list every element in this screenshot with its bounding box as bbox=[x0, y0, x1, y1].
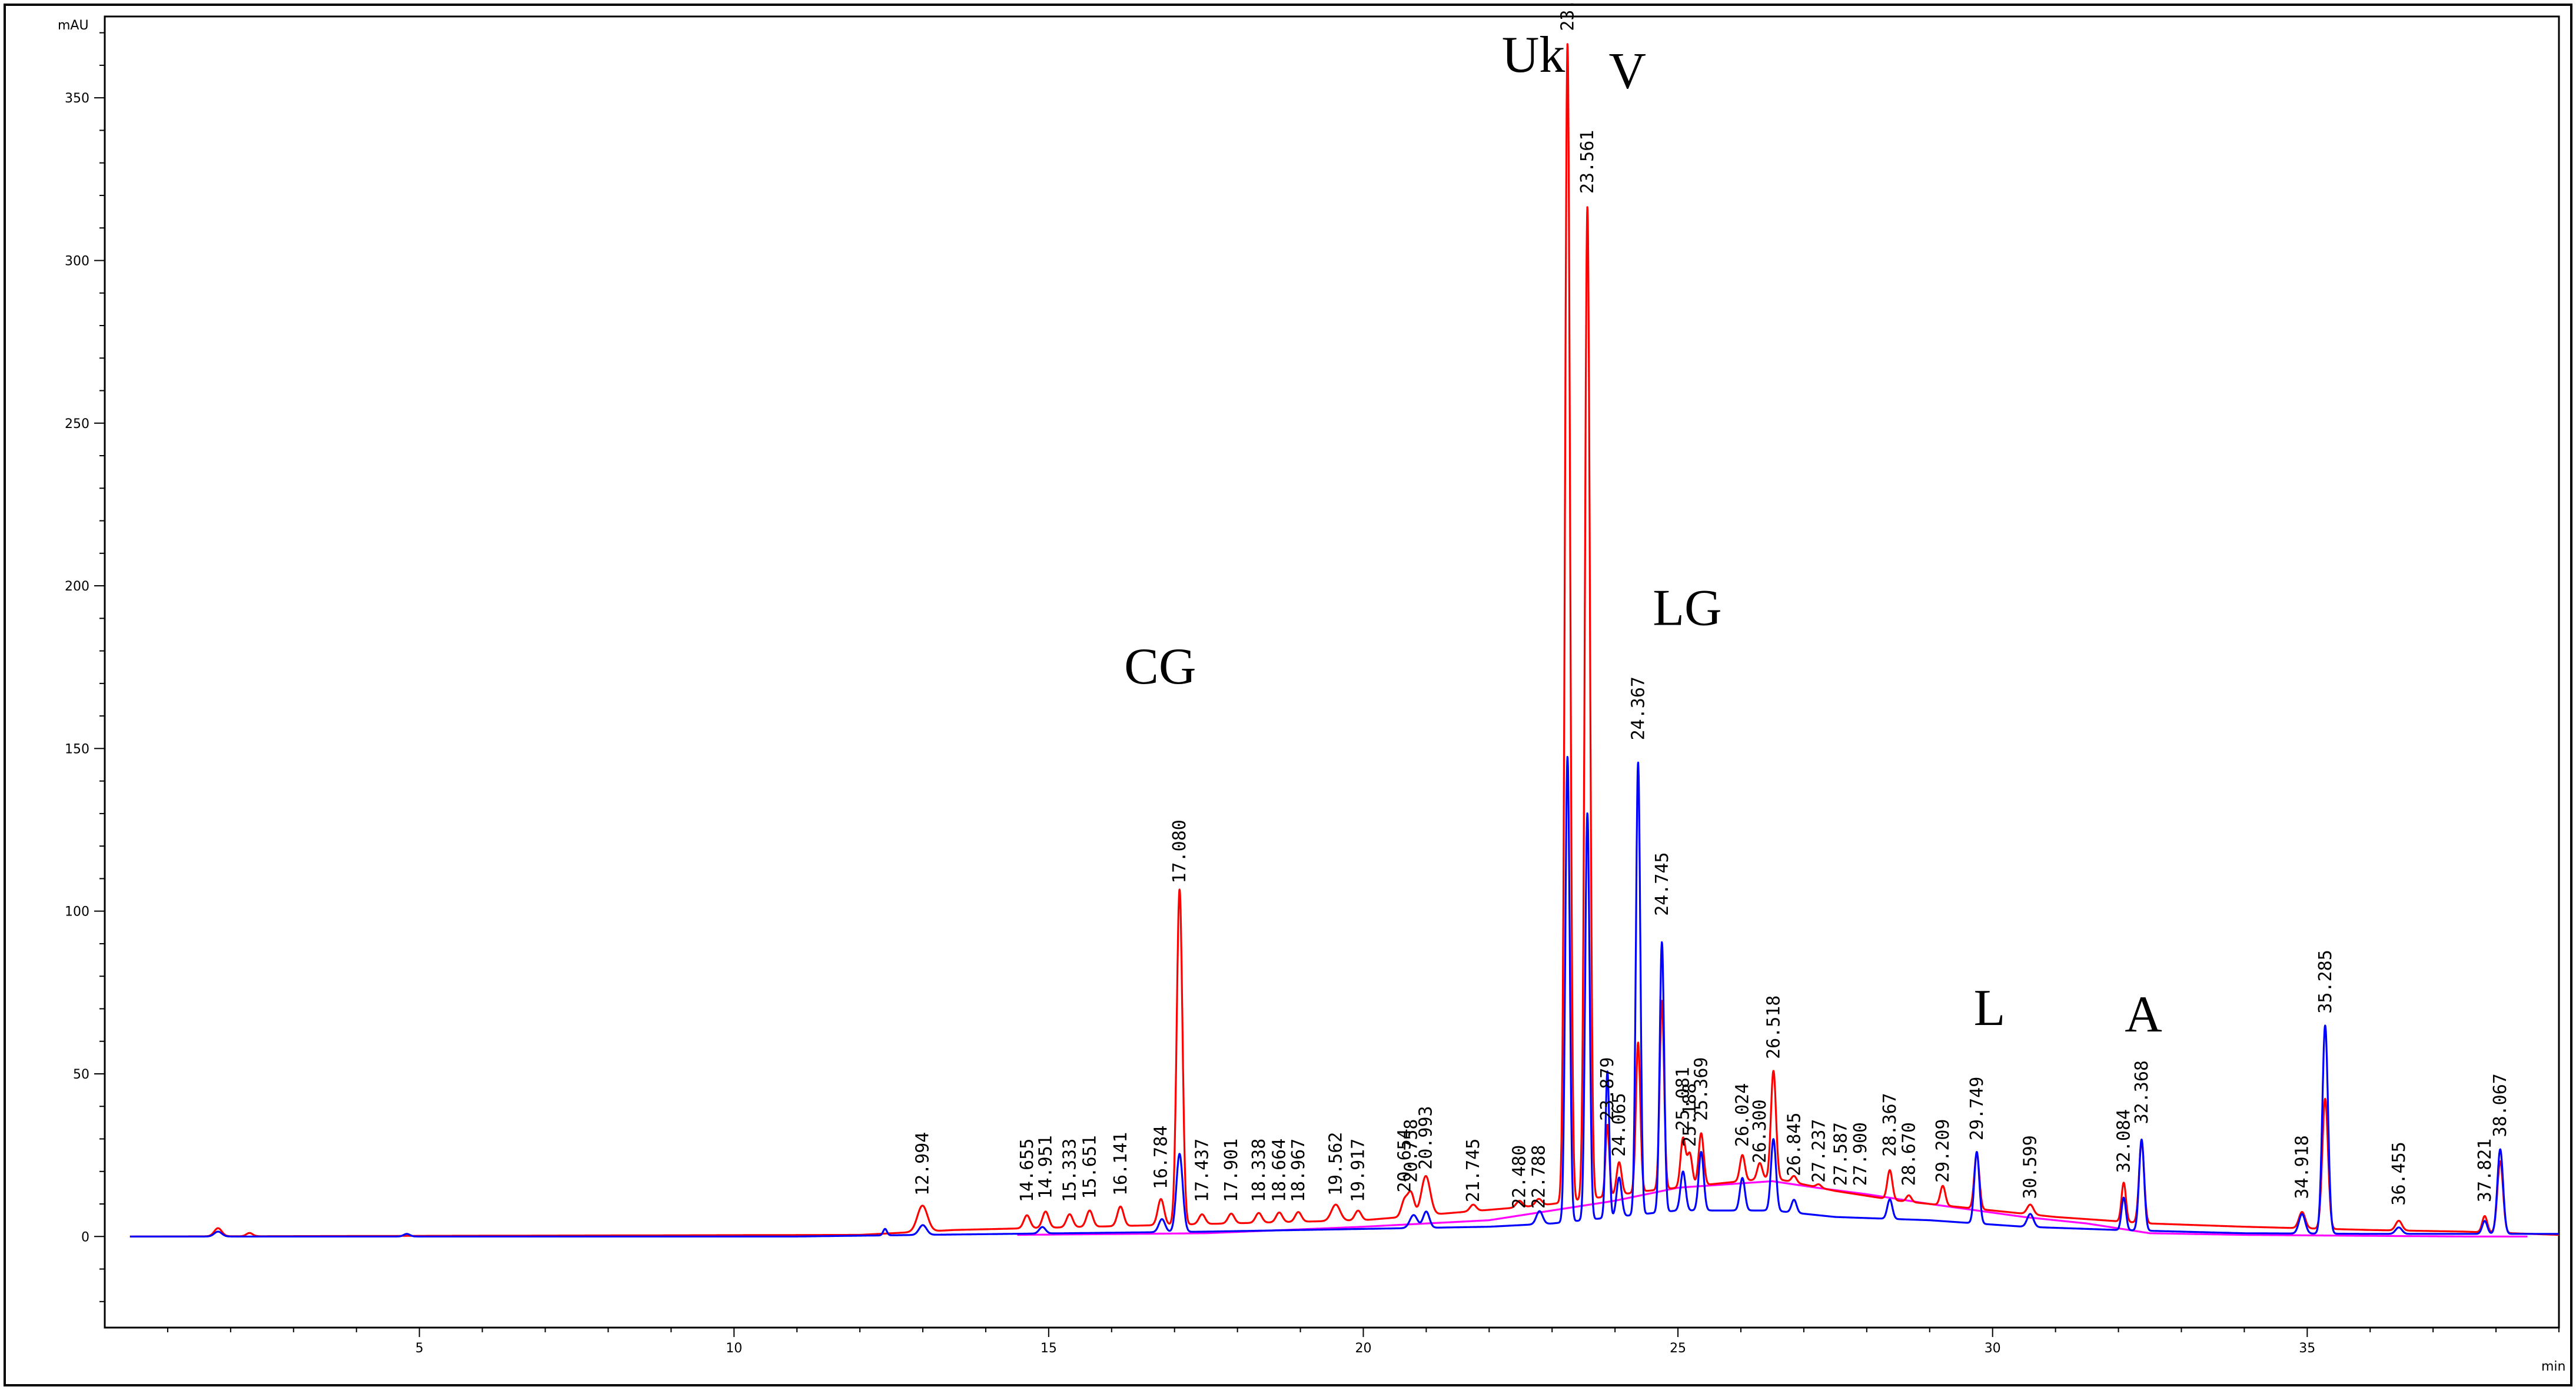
y-tick-label: 50 bbox=[73, 1067, 89, 1082]
y-tick-label: 300 bbox=[65, 254, 89, 268]
peak-label: 24.745 bbox=[1652, 852, 1673, 915]
outer-border bbox=[4, 4, 2572, 1386]
peak-label: 28.670 bbox=[1899, 1122, 1920, 1186]
peak-label: 17.437 bbox=[1192, 1139, 1212, 1202]
peak-label: 25.081 bbox=[1673, 1067, 1694, 1130]
peak-label: 34.918 bbox=[2292, 1135, 2313, 1199]
peak-label: 21.745 bbox=[1463, 1139, 1484, 1202]
x-unit-label: min bbox=[2541, 1359, 2566, 1374]
x-tick-label: 25 bbox=[1670, 1341, 1686, 1356]
compound-annotation: V bbox=[1608, 43, 1646, 100]
peak-label: 29.749 bbox=[1967, 1077, 1987, 1140]
compound-annotation: L bbox=[1974, 980, 2006, 1037]
peak-label: 23.879 bbox=[1597, 1057, 1618, 1121]
peak-label: 28.367 bbox=[1880, 1093, 1900, 1156]
peak-label: 26.300 bbox=[1750, 1099, 1770, 1163]
peak-label: 24.065 bbox=[1609, 1093, 1630, 1156]
compound-annotation: LG bbox=[1653, 579, 1721, 636]
peak-label: 27.237 bbox=[1809, 1119, 1829, 1183]
peak-label: 37.821 bbox=[2475, 1139, 2495, 1202]
peak-label: 15.651 bbox=[1080, 1135, 1101, 1199]
x-tick-label: 30 bbox=[1985, 1341, 2001, 1356]
y-unit-label: mAU bbox=[58, 18, 89, 33]
peak-label: 32.368 bbox=[2132, 1060, 2152, 1124]
peak-label: 22.788 bbox=[1529, 1145, 1550, 1209]
peak-label: 14.655 bbox=[1017, 1139, 1038, 1202]
peak-label: 26.518 bbox=[1763, 996, 1784, 1059]
peak-label: 25.188 bbox=[1680, 1083, 1700, 1147]
peak-label: 15.333 bbox=[1060, 1139, 1081, 1202]
x-tick-label: 15 bbox=[1041, 1341, 1057, 1356]
peak-label: 16.141 bbox=[1111, 1132, 1131, 1196]
x-tick-label: 10 bbox=[726, 1341, 742, 1356]
x-tick-label: 5 bbox=[416, 1341, 424, 1356]
peak-label: 19.562 bbox=[1326, 1132, 1347, 1196]
y-tick-label: 350 bbox=[65, 91, 89, 106]
peak-label: 38.067 bbox=[2490, 1073, 2511, 1137]
peak-label: 23.561 bbox=[1577, 130, 1598, 194]
peak-label: 29.209 bbox=[1933, 1119, 1953, 1183]
y-tick-label: 100 bbox=[65, 905, 89, 920]
blue-signal-trace bbox=[129, 756, 2560, 1238]
peak-label: 25.369 bbox=[1691, 1057, 1712, 1121]
peak-label: 17.901 bbox=[1221, 1139, 1242, 1202]
peak-label: 36.455 bbox=[2389, 1142, 2409, 1205]
peak-label: 12.994 bbox=[912, 1132, 933, 1196]
peak-label: 22.480 bbox=[1510, 1145, 1530, 1209]
compound-annotation: Uk bbox=[1502, 26, 1565, 84]
peak-label: 18.664 bbox=[1269, 1139, 1290, 1202]
peak-label: 20.654 bbox=[1394, 1129, 1415, 1192]
peak-label: 27.900 bbox=[1850, 1122, 1871, 1186]
peak-label: 20.758 bbox=[1401, 1119, 1422, 1183]
peak-label: 26.024 bbox=[1733, 1083, 1753, 1147]
peak-label: 14.951 bbox=[1036, 1135, 1056, 1199]
y-tick-label: 200 bbox=[65, 579, 89, 594]
y-tick-label: 150 bbox=[65, 742, 89, 757]
peak-label: 30.599 bbox=[2020, 1135, 2041, 1199]
compound-annotation: CG bbox=[1124, 638, 1196, 695]
compound-annotation: A bbox=[2125, 986, 2162, 1043]
peak-label: 24.367 bbox=[1628, 676, 1648, 740]
peak-label: 23.245 bbox=[1557, 0, 1578, 31]
peak-label: 16.784 bbox=[1151, 1126, 1172, 1189]
y-tick-label: 0 bbox=[81, 1230, 89, 1245]
peak-label: 17.080 bbox=[1169, 820, 1190, 883]
plot-layer bbox=[104, 15, 2560, 1329]
peak-label: 18.338 bbox=[1249, 1139, 1269, 1202]
peak-label: 35.285 bbox=[2315, 950, 2336, 1013]
x-tick-label: 35 bbox=[2299, 1341, 2315, 1356]
y-tick-label: 250 bbox=[65, 417, 89, 432]
annotation-layer: CG Uk V LG L A bbox=[1124, 26, 2162, 1043]
peak-label: 26.845 bbox=[1784, 1113, 1804, 1176]
peak-label: 27.587 bbox=[1831, 1122, 1852, 1186]
axis-layer: mAU min 0 50 100 150 200 250 300 350 5 10 15 20 25 30… bbox=[58, 18, 2566, 1374]
peak-label: 20.993 bbox=[1416, 1106, 1437, 1169]
peak-label: 19.917 bbox=[1348, 1139, 1369, 1202]
x-tick-label: 20 bbox=[1355, 1341, 1371, 1356]
series-layer bbox=[129, 43, 2560, 1238]
peak-label: 18.967 bbox=[1288, 1139, 1309, 1202]
peak-label: 32.084 bbox=[2114, 1109, 2135, 1173]
plot-frame bbox=[104, 15, 2560, 1329]
